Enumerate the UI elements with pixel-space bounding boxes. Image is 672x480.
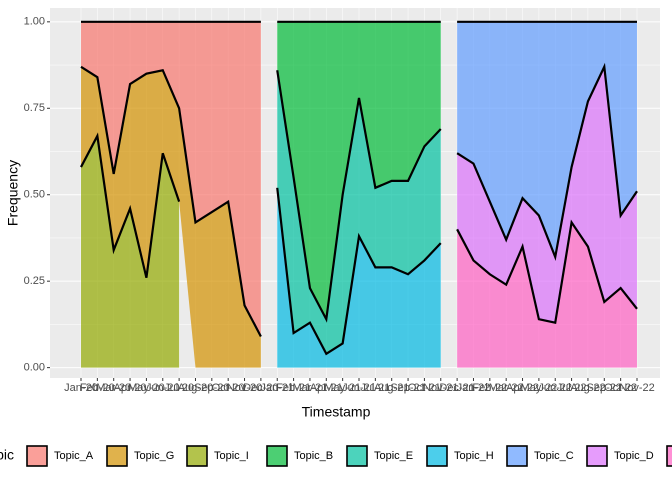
line [276, 70, 442, 323]
legend-label: Topic_H [454, 450, 494, 462]
line [276, 187, 442, 356]
legend-key [666, 445, 672, 467]
line [456, 219, 638, 324]
legend-key [426, 445, 448, 467]
legend-label: Topic_B [294, 450, 333, 462]
legend-label: Topic_C [534, 450, 574, 462]
x-tick-label: May-21 [324, 382, 361, 394]
x-tick-label: Jan-20 [64, 382, 98, 394]
x-tick-label: Jan-21 [260, 382, 294, 394]
y-tick-label: 1.00 [24, 16, 45, 28]
legend-label: Topic_E [374, 450, 413, 462]
x-tick-label: Sep-22 [587, 382, 622, 394]
legend-key [186, 445, 208, 467]
x-tick-label: Jul-22 [557, 382, 587, 394]
legend-title: Topic [0, 447, 14, 463]
x-tick-label: Sep-20 [194, 382, 229, 394]
y-tick-label: 0.75 [24, 102, 45, 114]
legend-key [266, 445, 288, 467]
x-tick-label: Mar-20 [96, 382, 131, 394]
x-tick-label: May-22 [521, 382, 558, 394]
x-tick-label: Jun-21 [342, 382, 376, 394]
x-tick-label: Dec-21 [439, 382, 474, 394]
x-tick-label: Feb-20 [80, 382, 115, 394]
area [277, 21, 441, 320]
y-tick-label: 0.50 [24, 189, 45, 201]
area [457, 222, 637, 368]
x-tick-label: Aug-22 [570, 382, 605, 394]
x-tick-label: Apr-20 [114, 382, 147, 394]
line [80, 65, 262, 338]
x-tick-label: Jun-22 [538, 382, 572, 394]
area [277, 187, 441, 368]
x-tick-label: Oct-21 [408, 382, 441, 394]
x-tick-label: Sep-21 [390, 382, 425, 394]
x-tick-label: Jul-21 [360, 382, 390, 394]
x-tick-label: Mar-22 [489, 382, 524, 394]
legend-key [346, 445, 368, 467]
x-tick-label: Feb-22 [472, 382, 507, 394]
legend-key [26, 445, 48, 467]
x-tick-label: Jan-22 [457, 382, 491, 394]
x-tick-label: Jul-20 [164, 382, 194, 394]
x-tick-label: Nov-22 [619, 382, 654, 394]
y-tick-label: 0.00 [24, 362, 45, 374]
legend-key [586, 445, 608, 467]
x-tick-label: Aug-21 [374, 382, 409, 394]
area [457, 21, 637, 257]
x-tick-label: Mar-21 [293, 382, 328, 394]
x-tick-label: Apr-22 [506, 382, 539, 394]
legend-key [106, 445, 128, 467]
legend-label: Topic_A [54, 450, 94, 462]
x-tick-label: Oct-22 [604, 382, 637, 394]
legend-label: Topic_G [134, 450, 174, 462]
line [456, 62, 638, 261]
legend-label: Topic_I [214, 450, 249, 462]
legend-key [506, 445, 528, 467]
area [81, 66, 261, 368]
x-tick-label: Nov-21 [423, 382, 458, 394]
x-tick-label: Nov-20 [227, 382, 262, 394]
x-axis-title: Timestamp [302, 404, 371, 420]
x-tick-label: Apr-21 [310, 382, 343, 394]
x-tick-label: Feb-21 [276, 382, 311, 394]
x-tick-label: Oct-20 [212, 382, 245, 394]
area [277, 70, 441, 354]
x-tick-label: May-20 [128, 382, 165, 394]
legend-label: Topic_D [614, 450, 654, 462]
x-tick-label: Aug-20 [178, 382, 213, 394]
y-tick-label: 0.25 [24, 275, 45, 287]
x-tick-label: Dec-20 [243, 382, 278, 394]
line [80, 132, 181, 278]
y-axis-title: Frequency [5, 160, 21, 226]
x-tick-label: Jun-20 [146, 382, 180, 394]
